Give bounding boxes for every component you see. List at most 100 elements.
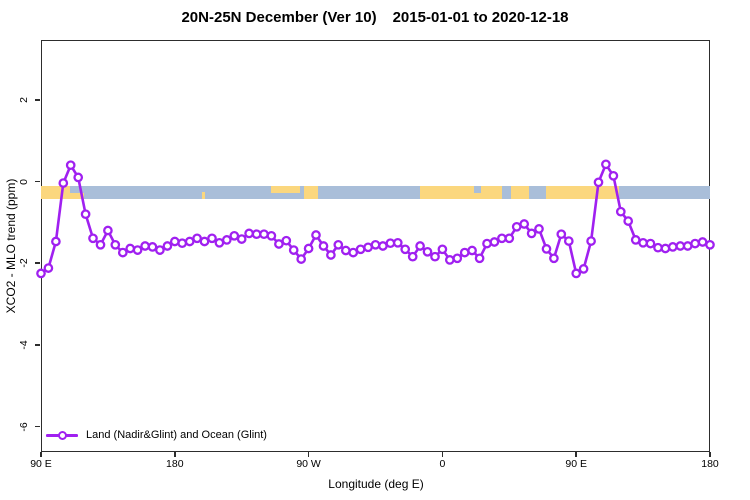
data-point-marker [690, 238, 700, 249]
data-point-marker [482, 238, 492, 249]
x-tick-label: 180 [701, 458, 719, 470]
data-point-marker [534, 224, 544, 234]
data-point-marker [370, 239, 381, 250]
data-point-marker [467, 245, 477, 256]
data-point-marker [266, 230, 277, 241]
band-segment-land [270, 186, 300, 193]
data-point-marker [147, 242, 158, 252]
y-axis-title: XCO2 - MLO trend (ppm) [4, 178, 18, 314]
x-tick-mark [441, 452, 444, 457]
data-point-marker [615, 206, 626, 217]
data-point-marker [296, 254, 307, 264]
data-point-marker [526, 228, 537, 239]
data-point-marker [281, 235, 292, 246]
band-segment-land [510, 186, 529, 199]
data-point-marker [415, 241, 425, 251]
data-point-marker [110, 239, 121, 250]
data-point-marker [541, 244, 552, 254]
data-point-marker [660, 243, 671, 254]
data-point-marker [571, 268, 582, 279]
data-point-marker [355, 244, 366, 255]
data-point-marker [303, 243, 314, 254]
y-tick-mark [35, 180, 40, 183]
data-point-marker [244, 228, 254, 239]
data-point-marker [578, 264, 589, 274]
x-tick-label: 180 [166, 458, 184, 470]
data-point-marker [318, 241, 329, 251]
y-tick-mark [35, 99, 40, 101]
data-point-marker [199, 236, 210, 247]
x-tick-label: 0 [439, 458, 446, 470]
x-tick-mark [575, 452, 577, 457]
data-point-marker [162, 241, 173, 251]
y-tick-mark [35, 425, 40, 428]
x-tick-label: 90 W [296, 458, 321, 470]
data-point-marker [236, 234, 247, 244]
data-point-marker [623, 216, 634, 226]
band-segment-land [420, 186, 502, 199]
data-point-marker [653, 242, 663, 253]
data-point-marker [437, 244, 448, 255]
data-point-marker [511, 221, 522, 232]
data-point-marker [51, 236, 61, 247]
data-point-marker [348, 247, 359, 258]
data-point-marker [177, 238, 188, 249]
data-point-marker [504, 233, 515, 244]
data-point-marker [645, 238, 656, 249]
data-point-marker [43, 263, 54, 273]
y-tick-label: 2 [18, 96, 30, 103]
data-point-marker [132, 245, 143, 255]
data-point-marker [422, 246, 433, 257]
data-point-marker [474, 253, 485, 264]
data-point-marker [452, 253, 463, 264]
data-point-marker [586, 236, 596, 246]
data-point-marker [311, 230, 321, 240]
data-point-marker [103, 225, 113, 236]
data-point-marker [117, 247, 128, 258]
data-point-marker [601, 159, 611, 170]
data-point-marker [169, 236, 180, 247]
chart-title-dates: 2015-01-01 to 2020-12-18 [392, 9, 569, 26]
data-point-marker [155, 245, 165, 255]
data-point-marker [444, 255, 455, 265]
data-point-marker [73, 172, 84, 183]
y-tick-label: 0 [18, 178, 30, 185]
y-tick-label: -6 [18, 421, 30, 432]
data-point-marker [140, 241, 150, 251]
data-point-marker [400, 244, 411, 255]
data-point-marker [407, 251, 418, 262]
x-tick-mark [40, 452, 42, 457]
data-point-marker [221, 235, 232, 245]
legend-label: Land (Nadir&Glint) and Ocean (Glint) [86, 429, 267, 441]
chart-title: 20N-25N December (Ver 10) 2015-01-01 to 2… [0, 9, 750, 26]
land-ocean-band [41, 186, 710, 199]
data-point-marker [184, 236, 195, 247]
data-point-marker [65, 160, 76, 171]
x-tick-label: 90 E [565, 458, 587, 470]
series-line [39, 163, 712, 275]
data-point-marker [638, 237, 648, 248]
x-tick-mark [307, 452, 310, 457]
data-point-marker [288, 245, 299, 255]
y-tick-mark [35, 262, 40, 264]
legend-open-circle-marker [57, 430, 67, 440]
x-tick-mark [174, 452, 176, 457]
chart-title-range: 20N-25N December (Ver 10) [181, 9, 377, 26]
data-point-marker [378, 241, 388, 251]
band-segment-ocean [69, 186, 85, 193]
x-tick-label: 90 E [30, 458, 52, 470]
data-point-marker [705, 239, 715, 250]
data-point-marker [80, 209, 91, 220]
data-point-marker [489, 237, 500, 247]
data-point-marker [207, 233, 217, 244]
data-point-marker [556, 229, 567, 240]
band-segment-ocean [473, 186, 482, 193]
data-point-marker [88, 233, 98, 244]
x-axis-title: Longitude (deg E) [328, 477, 424, 491]
data-point-marker [274, 239, 284, 249]
data-point-marker [333, 239, 344, 250]
data-point-marker [519, 219, 530, 229]
data-point-marker [667, 242, 678, 252]
band-segment-land [546, 186, 620, 199]
